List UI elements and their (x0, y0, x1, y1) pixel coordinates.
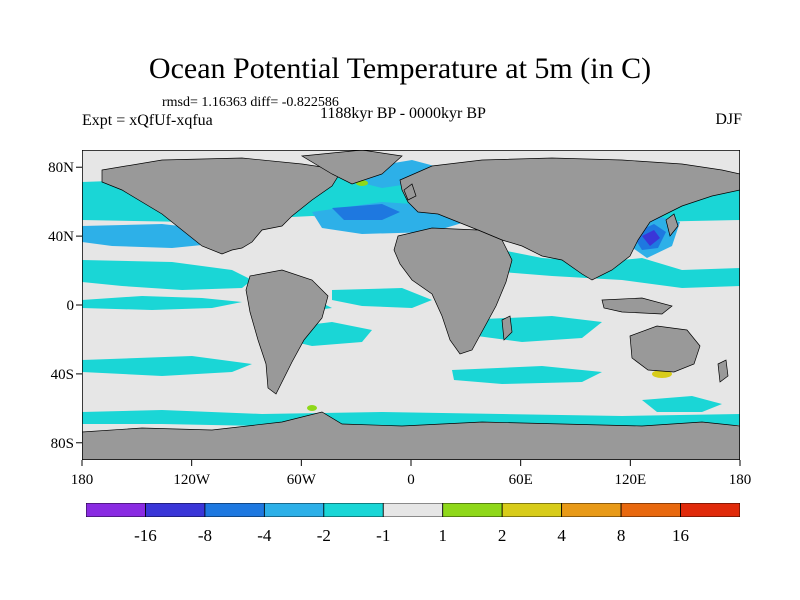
colorbar-label: -8 (198, 526, 212, 545)
lon-tick-label: 120W (173, 472, 211, 488)
latitude-ticks: 80N 40N 0 40S 80S (48, 160, 82, 452)
africa (393, 227, 513, 355)
australia (629, 325, 701, 373)
lat-tick-label: 0 (67, 298, 75, 314)
lon-tick-label: 180 (71, 472, 94, 488)
north-america (101, 157, 343, 255)
eurasia (399, 157, 740, 281)
lat-tick-label: 40S (51, 367, 74, 383)
colorbar-label: -16 (134, 526, 157, 545)
new-zealand (717, 359, 729, 383)
cooling-anomaly-max (642, 230, 660, 246)
colorbar-label: -4 (257, 526, 272, 545)
british-isles (403, 183, 417, 201)
colorbar-label: 4 (557, 526, 566, 545)
colorbar-box (680, 503, 740, 517)
lon-tick-label: 60E (509, 472, 533, 488)
season-label: DJF (715, 111, 742, 128)
warming-anomaly-yellow (652, 370, 672, 378)
maritime-continent (601, 297, 673, 315)
lat-tick-label: 80S (51, 436, 74, 452)
colorbar-label: -1 (376, 526, 390, 545)
lon-tick-label: 60W (287, 472, 317, 488)
lon-tick-label: 0 (407, 472, 415, 488)
world-map (82, 150, 740, 460)
stats-line: rmsd= 1.16363 diff= -0.822586 (162, 95, 339, 110)
longitude-ticks: 180 120W 60W 0 60E 120E 180 (71, 460, 752, 488)
greenland (300, 150, 403, 185)
madagascar (501, 315, 513, 341)
colorbar-label: 2 (498, 526, 507, 545)
japan (665, 213, 679, 237)
experiment-label: Expt = xQfUf-xqfua (82, 112, 213, 129)
lat-tick-label: 80N (48, 160, 74, 176)
lat-tick-label: 40N (48, 229, 74, 245)
period-label: 1188kyr BP - 0000kyr BP (320, 105, 486, 122)
land (82, 150, 740, 460)
lon-tick-label: 120E (614, 472, 646, 488)
colorbar-label: 1 (438, 526, 447, 545)
south-america (245, 269, 329, 395)
lon-tick-label: 180 (729, 472, 752, 488)
colorbar (86, 503, 740, 517)
colorbar-label: 8 (617, 526, 626, 545)
colorbar-label: 16 (672, 526, 689, 545)
colorbar-label: -2 (317, 526, 331, 545)
plot-title: Ocean Potential Temperature at 5m (in C) (148, 52, 652, 85)
antarctica (82, 411, 740, 460)
